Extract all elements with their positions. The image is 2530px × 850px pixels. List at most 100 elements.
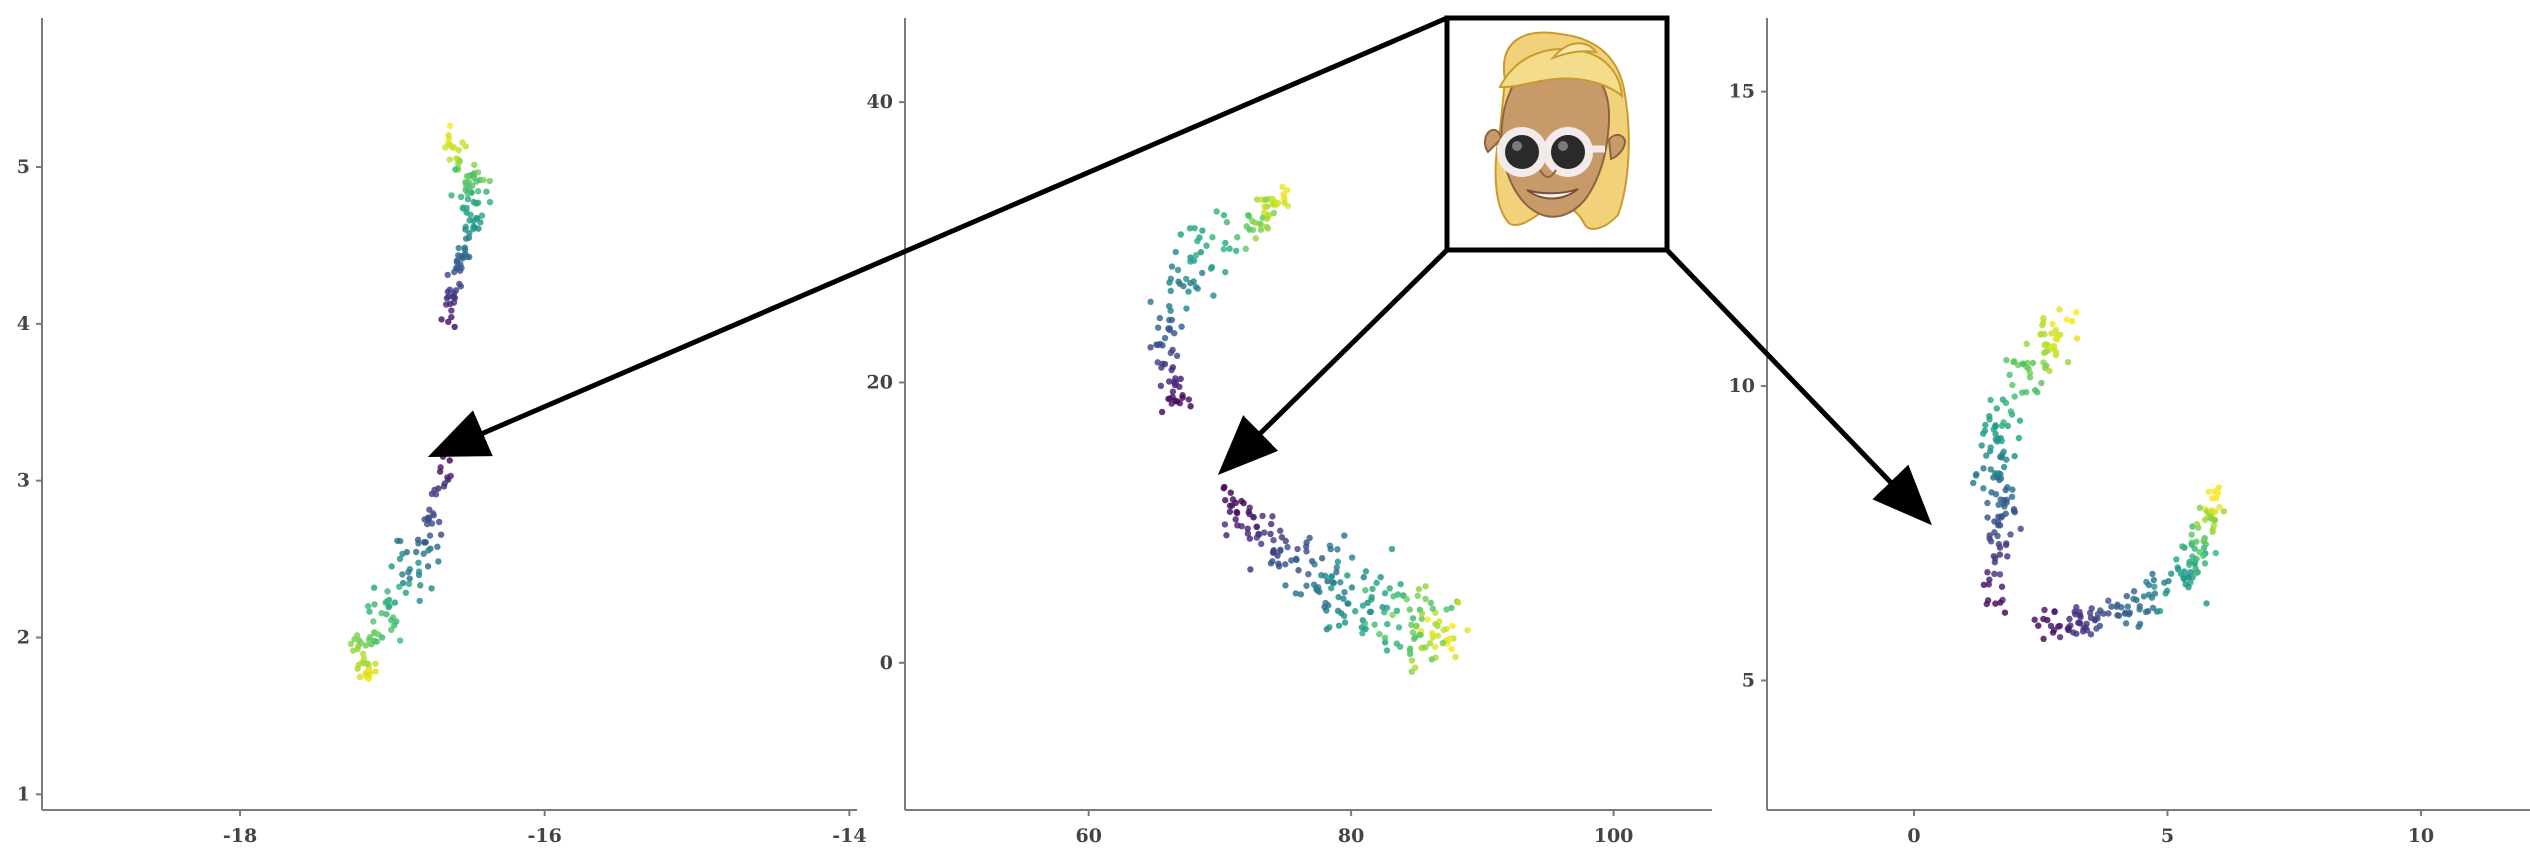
scatter-point [2149, 604, 2157, 611]
scatter-point [1318, 572, 1325, 579]
x-tick-label: -14 [832, 825, 866, 847]
scatter-point [439, 453, 447, 460]
scatter-point [1279, 183, 1286, 191]
scatter-point [2149, 570, 2156, 578]
scatter-point [1154, 324, 1162, 331]
scatter-point [1156, 314, 1164, 322]
scatter-point [2122, 620, 2130, 627]
y-tick-label: 5 [17, 156, 30, 178]
scatter-point [2019, 360, 2027, 367]
scatter-point [1303, 548, 1310, 555]
scatter-point [1226, 508, 1234, 515]
scatter-point [1991, 570, 1998, 578]
scatter-point [1165, 378, 1173, 385]
scatter-point [360, 659, 367, 667]
scatter-point [2016, 417, 2024, 424]
scatter-point [1359, 630, 1366, 637]
scatter-point [442, 301, 450, 308]
scatter-point [425, 547, 432, 554]
scatter-point [1249, 226, 1257, 234]
scatter-point [1327, 584, 1335, 592]
scatter-point [2029, 359, 2037, 367]
scatter-point [1377, 573, 1384, 581]
scatter-point [428, 520, 436, 527]
scatter-point [448, 449, 455, 457]
scatter-point [455, 146, 463, 154]
scatter-point [1187, 403, 1194, 410]
scatter-point [1227, 489, 1234, 496]
scatter-point [2043, 341, 2050, 348]
scatter-point [1446, 635, 1454, 642]
scatter-point [2162, 590, 2169, 597]
scatter-point [1412, 634, 1419, 641]
scatter-point [1229, 496, 1237, 503]
scatter-point [2040, 615, 2047, 623]
scatter-point [1190, 257, 1198, 264]
scatter-point [2192, 565, 2199, 572]
x-tick-label: 5 [2161, 825, 2174, 847]
scatter-point [1295, 567, 1302, 574]
scatter-point [2096, 622, 2104, 630]
scatter-point [1987, 396, 1994, 404]
scatter-point [2003, 540, 2010, 547]
scatter-point [382, 599, 389, 606]
scatter-point [2150, 576, 2157, 584]
scatter-point [1995, 513, 2002, 520]
scatter-point [1422, 583, 1429, 590]
scatter-point [2212, 549, 2220, 557]
scatter-point [447, 472, 454, 480]
scatter-point [1984, 597, 1992, 604]
scatter-point [347, 640, 355, 648]
scatter-point [1978, 442, 1985, 449]
scatter-point [1337, 579, 1344, 586]
scatter-point [1381, 608, 1388, 616]
scatter-point [2094, 610, 2102, 618]
scatter-point [1426, 640, 1434, 647]
scatter-point [2193, 538, 2200, 545]
scatter-point [1147, 298, 1154, 306]
scatter-point [2008, 493, 2016, 500]
scatter-point [2000, 448, 2007, 455]
scatter-point [467, 211, 474, 219]
scatter-point [1194, 237, 1201, 245]
scatter-point [1303, 582, 1310, 589]
scatter-point [2057, 331, 2064, 338]
scatter-point [1996, 571, 2004, 578]
scatter-point [2213, 494, 2220, 502]
scatter-point [2144, 608, 2152, 615]
scatter-point [2066, 615, 2073, 623]
scatter-point [402, 589, 410, 596]
scatter-point [1233, 508, 1240, 516]
scatter-point [1259, 512, 1266, 520]
scatter-point [2118, 604, 2125, 611]
scatter-point [1282, 561, 1289, 568]
scatter-point [1415, 585, 1423, 593]
scatter-point [2080, 625, 2087, 632]
scatter-point [1171, 330, 1178, 337]
scatter-point [388, 616, 395, 624]
scatter-point [2209, 528, 2216, 536]
scatter-point [2216, 504, 2223, 511]
panel-1: -18 -16 -14 1 2 3 4 5 [17, 18, 867, 847]
y-tick-label: 15 [1729, 81, 1755, 103]
scatter-point [396, 583, 403, 590]
scatter-point [2168, 570, 2175, 577]
scatter-point [443, 294, 451, 302]
scatter-point [1422, 644, 1429, 651]
scatter-point [1428, 656, 1436, 663]
scatter-point [1310, 581, 1318, 588]
scatter-point [436, 468, 444, 475]
scatter-point [2004, 422, 2012, 430]
scatter-point [2003, 356, 2010, 364]
scatter-point [372, 668, 379, 675]
scatter-point [1194, 285, 1201, 292]
scatter-point [1381, 639, 1389, 646]
scatter-point [2196, 504, 2203, 511]
scatter-point [459, 255, 466, 262]
scatter-point [1991, 559, 1999, 566]
scatter-point [2009, 381, 2016, 389]
scatter-point [1995, 501, 2002, 508]
scatter-point [1393, 640, 1400, 647]
scatter-point [1246, 510, 1253, 518]
